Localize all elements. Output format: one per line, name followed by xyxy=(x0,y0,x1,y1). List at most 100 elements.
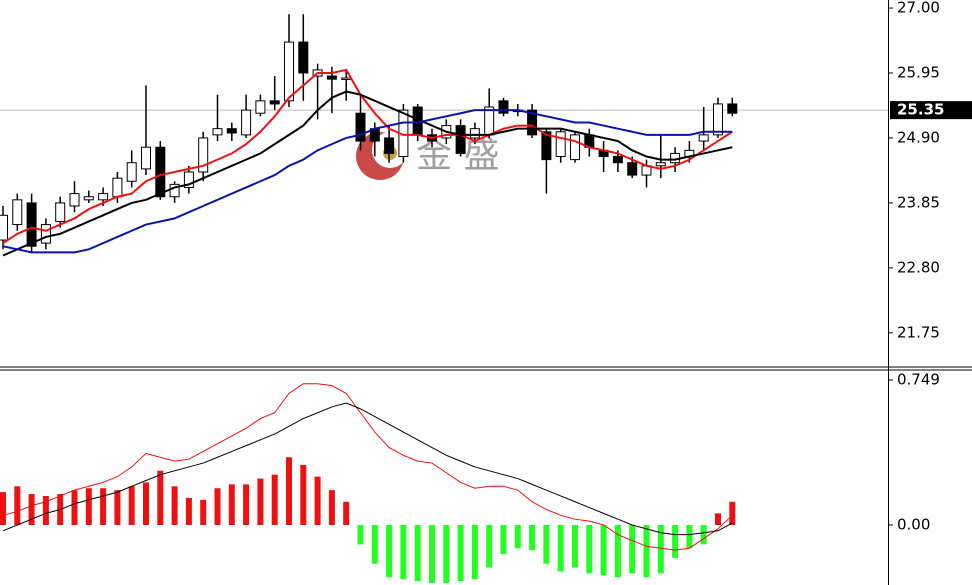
macd-bar xyxy=(0,492,6,525)
candle-body xyxy=(226,128,237,134)
candle-body xyxy=(0,214,8,241)
macd-bar xyxy=(343,501,350,525)
macd-bar xyxy=(457,525,464,582)
candle-body xyxy=(269,100,280,105)
macd-bar xyxy=(729,501,736,525)
macd-bar xyxy=(443,525,450,584)
macd-bar xyxy=(371,525,378,564)
macd-bar xyxy=(657,525,664,574)
candle-body xyxy=(570,134,580,161)
candle-body xyxy=(698,134,709,142)
y-tick-label: 27.00 xyxy=(897,0,940,17)
macd-bar xyxy=(386,525,393,578)
macd-bar xyxy=(643,525,650,578)
macd-bar xyxy=(271,474,278,525)
macd-bar xyxy=(357,525,364,545)
macd-bar xyxy=(471,525,478,580)
candle-body xyxy=(555,131,566,158)
macd-bar xyxy=(128,486,135,525)
macd-bar xyxy=(629,525,636,574)
indicator-line xyxy=(2,90,733,257)
candle-body xyxy=(498,100,509,114)
macd-bar xyxy=(257,478,264,525)
macd-bar xyxy=(600,525,607,576)
macd-bar xyxy=(114,490,121,525)
macd-bar xyxy=(614,525,621,578)
macd-bar xyxy=(572,525,578,568)
candle-body xyxy=(255,100,266,114)
macd-bar xyxy=(543,525,550,564)
y-tick-label: 25.95 xyxy=(897,64,940,82)
indicator-line xyxy=(2,109,733,254)
candle-body xyxy=(713,103,723,136)
macd-bar xyxy=(500,525,507,555)
y-tick-label: 21.75 xyxy=(897,323,940,341)
macd-bar xyxy=(171,486,178,525)
candle-body xyxy=(484,106,495,136)
candle-body xyxy=(284,41,294,102)
macd-bar xyxy=(85,488,92,525)
macd-bar xyxy=(286,457,292,525)
macd-bar xyxy=(514,525,521,549)
candle-body xyxy=(112,177,123,198)
candle-body xyxy=(241,109,252,136)
y-tick-label: 0.749 xyxy=(897,371,940,389)
y-tick-label: 22.80 xyxy=(897,258,940,276)
macd-bar xyxy=(71,490,78,525)
candle-body xyxy=(55,202,66,222)
candle-body xyxy=(469,128,480,139)
macd-bar xyxy=(42,495,49,525)
candle-body xyxy=(298,41,309,74)
candle-body xyxy=(627,162,638,176)
macd-bar xyxy=(557,525,564,572)
macd-bar xyxy=(28,494,35,525)
macd-bar xyxy=(243,484,250,525)
candle-body xyxy=(69,193,80,207)
y-tick-label: 24.90 xyxy=(897,128,940,146)
macd-bar xyxy=(100,488,107,525)
macd-bar xyxy=(157,470,164,525)
macd-bar xyxy=(300,465,307,525)
candle-body xyxy=(541,131,552,161)
candle-body xyxy=(183,171,194,188)
candle-body xyxy=(727,103,738,114)
macd-bar xyxy=(214,488,221,525)
candle-body xyxy=(12,199,23,226)
candle-body xyxy=(26,202,37,247)
macd-bar xyxy=(14,486,21,525)
macd-bar xyxy=(529,525,536,551)
macd-bar xyxy=(143,482,149,525)
candle-body xyxy=(83,196,94,201)
macd-bar xyxy=(429,525,435,584)
candle-body xyxy=(169,183,180,198)
macd-bar xyxy=(314,476,321,525)
macd-bar xyxy=(700,525,707,545)
macd-bar xyxy=(414,525,421,582)
last-price-box xyxy=(890,101,972,120)
macd-bar xyxy=(715,513,721,525)
candle-body xyxy=(612,156,623,164)
indicator-line xyxy=(2,68,733,244)
indicator-line xyxy=(2,383,733,551)
y-tick-label: 23.85 xyxy=(897,193,940,211)
macd-bar xyxy=(400,525,407,580)
candle-body xyxy=(527,109,538,136)
candle-body xyxy=(155,146,166,198)
candle-body xyxy=(384,137,395,154)
candle-body xyxy=(98,193,109,201)
macd-bar xyxy=(200,499,207,525)
candle-body xyxy=(198,137,209,173)
candle-body xyxy=(126,162,137,182)
candle-body xyxy=(326,75,337,80)
last-price-label: 25.35 xyxy=(897,101,944,119)
macd-bar xyxy=(185,497,192,525)
candle-body xyxy=(141,146,151,170)
candle-body xyxy=(40,224,51,244)
y-tick-label: 0.00 xyxy=(897,516,930,534)
macd-bar xyxy=(486,525,493,568)
macd-bar xyxy=(672,525,679,558)
macd-bar xyxy=(228,484,235,525)
macd-bar xyxy=(328,490,335,525)
